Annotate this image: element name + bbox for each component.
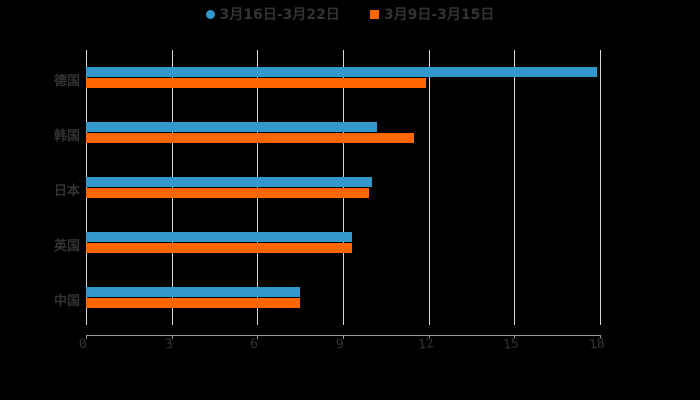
axis-tick xyxy=(86,335,87,339)
legend-square-icon xyxy=(369,9,379,19)
x-tick-label: 15 xyxy=(502,335,520,354)
bar-week-mar9-15[interactable] xyxy=(86,78,426,88)
gridline xyxy=(172,50,173,325)
bar-week-mar9-15[interactable] xyxy=(86,298,300,308)
chart-legend: 3月16日-3月22日 3月9日-3月15日 xyxy=(0,4,700,24)
axis-tick xyxy=(514,335,515,339)
y-category-label: 英国 xyxy=(53,239,80,254)
y-category-label: 德国 xyxy=(53,74,80,89)
x-tick-label: 12 xyxy=(417,335,435,354)
bar-week-mar16-22[interactable] xyxy=(86,287,300,297)
legend-item-week1[interactable]: 3月9日-3月15日 xyxy=(369,4,495,24)
legend-label: 3月16日-3月22日 xyxy=(219,7,340,23)
axis-tick xyxy=(257,335,258,339)
axis-tick xyxy=(600,335,601,339)
y-category-label: 中国 xyxy=(53,294,80,309)
legend-label: 3月9日-3月15日 xyxy=(383,7,495,23)
gridline xyxy=(257,50,258,325)
bar-week-mar9-15[interactable] xyxy=(86,188,369,198)
gridline xyxy=(429,50,430,325)
x-tick-label: 9 xyxy=(335,336,345,353)
x-tick-label: 0 xyxy=(78,336,88,353)
axis-tick xyxy=(429,335,430,339)
bar-week-mar9-15[interactable] xyxy=(86,243,352,253)
x-tick-label: 18 xyxy=(588,335,606,354)
gridline xyxy=(600,50,601,325)
bar-week-mar16-22[interactable] xyxy=(86,67,597,77)
x-axis-line xyxy=(86,335,600,336)
bar-week-mar9-15[interactable] xyxy=(86,133,414,143)
y-category-label: 韩国 xyxy=(53,129,80,144)
legend-circle-icon xyxy=(205,9,215,19)
x-tick-label: 6 xyxy=(249,336,259,353)
x-tick-label: 3 xyxy=(164,336,174,353)
axis-tick xyxy=(172,335,173,339)
bar-week-mar16-22[interactable] xyxy=(86,122,377,132)
gridline xyxy=(514,50,515,325)
axis-tick xyxy=(343,335,344,339)
bar-week-mar16-22[interactable] xyxy=(86,232,352,242)
gridline xyxy=(343,50,344,325)
bar-week-mar16-22[interactable] xyxy=(86,177,372,187)
legend-item-week2[interactable]: 3月16日-3月22日 xyxy=(205,4,340,24)
y-category-label: 日本 xyxy=(53,184,80,199)
gridline xyxy=(86,50,87,325)
